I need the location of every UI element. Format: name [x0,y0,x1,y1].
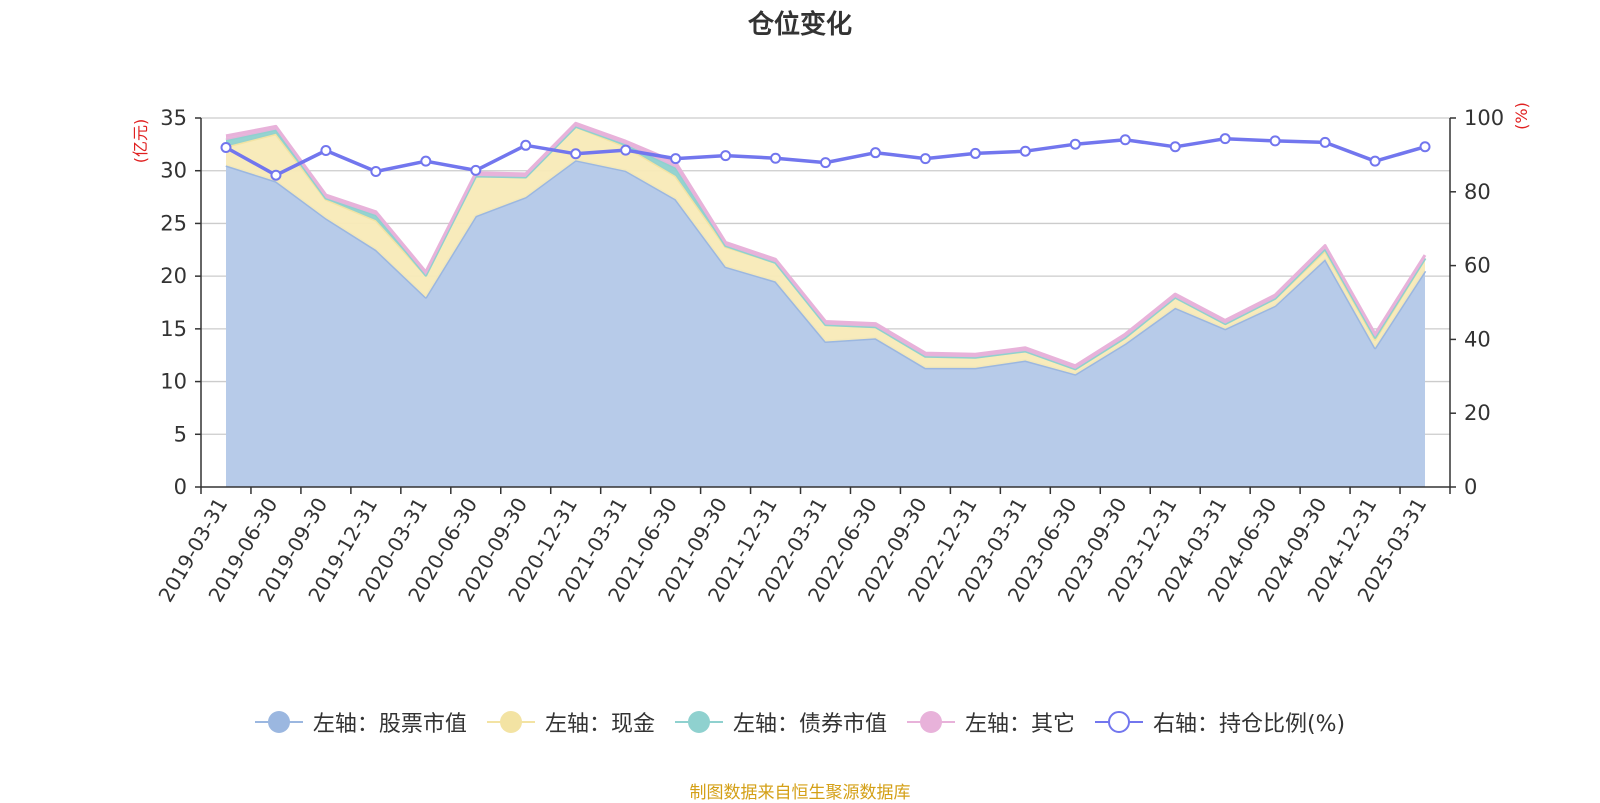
chart-title: 仓位变化 [747,10,852,40]
right-tick-label: 80 [1464,180,1491,204]
ratio-point [1169,141,1181,153]
legend-label: 左轴：其它 [964,712,1075,737]
legend-item-2[interactable]: 左轴：现金 [486,706,655,738]
source-note: 制图数据来自恒生聚源数据库 [689,783,911,803]
legend-item-4[interactable]: 左轴：其它 [906,706,1075,738]
ratio-point [1069,138,1081,150]
ratio-line [220,133,1431,181]
ratio-point [570,148,582,160]
legend-swatch-icon [254,710,303,734]
ratio-point [1219,133,1231,145]
left-tick-label: 5 [174,422,187,446]
left-tick-label: 25 [160,211,187,235]
ratio-point [1369,155,1381,167]
area-series-2 [226,126,1425,375]
left-tick-label: 30 [160,159,187,183]
area-series-1 [226,160,1425,487]
ratio-point [969,147,981,159]
ratio-point [770,152,782,164]
ratio-point [320,144,332,156]
stacked-areas [225,121,1427,487]
right-axis-label: (%) [1512,102,1531,130]
ratio-point [1269,135,1281,147]
ratio-point [720,150,732,162]
area-series-4-edge [225,121,1427,368]
ratio-point [670,153,682,165]
legend-item-5[interactable]: 右轴：持仓比例(%) [1094,706,1346,738]
ratio-point [1419,141,1431,153]
ratio-point [370,166,382,178]
legend-label: 左轴：现金 [544,712,655,737]
ratio-point [420,155,432,167]
legend: 左轴：股票市值 左轴：现金 左轴：债券市值 左轴：其它 右轴：持仓比例(%) [0,706,1600,738]
left-axis-label: (亿元) [131,119,150,164]
legend-swatch-icon [674,710,723,734]
legend-item-1[interactable]: 左轴：股票市值 [254,706,467,738]
ratio-point [1119,134,1131,146]
right-tick-label: 0 [1464,475,1477,499]
ratio-point [270,169,282,181]
right-tick-label: 100 [1464,106,1504,130]
legend-label: 左轴：债券市值 [732,712,887,737]
ratio-point [820,157,831,169]
legend-swatch-icon [486,710,535,734]
right-tick-label: 20 [1464,401,1491,425]
left-tick-label: 15 [160,317,187,341]
right-tick-label: 40 [1464,327,1491,351]
ratio-point [520,139,532,151]
legend-label: 右轴：持仓比例(%) [1152,712,1346,737]
legend-label: 左轴：股票市值 [312,712,467,737]
ratio-line-path [225,136,1426,177]
ratio-point [220,142,232,154]
legend-swatch-icon [1094,710,1143,734]
left-tick-label: 35 [160,106,187,130]
ratio-point [1019,145,1031,157]
left-tick-label: 20 [160,264,187,288]
ratio-point [1319,136,1331,148]
legend-swatch-icon [906,710,955,734]
ratio-point [470,164,482,176]
legend-item-3[interactable]: 左轴：债券市值 [674,706,887,738]
ratio-point [869,147,881,159]
ratio-point [620,144,632,156]
left-tick-label: 0 [174,475,187,499]
ratio-point [919,153,931,165]
left-tick-label: 10 [160,370,187,394]
right-tick-label: 60 [1464,254,1491,278]
